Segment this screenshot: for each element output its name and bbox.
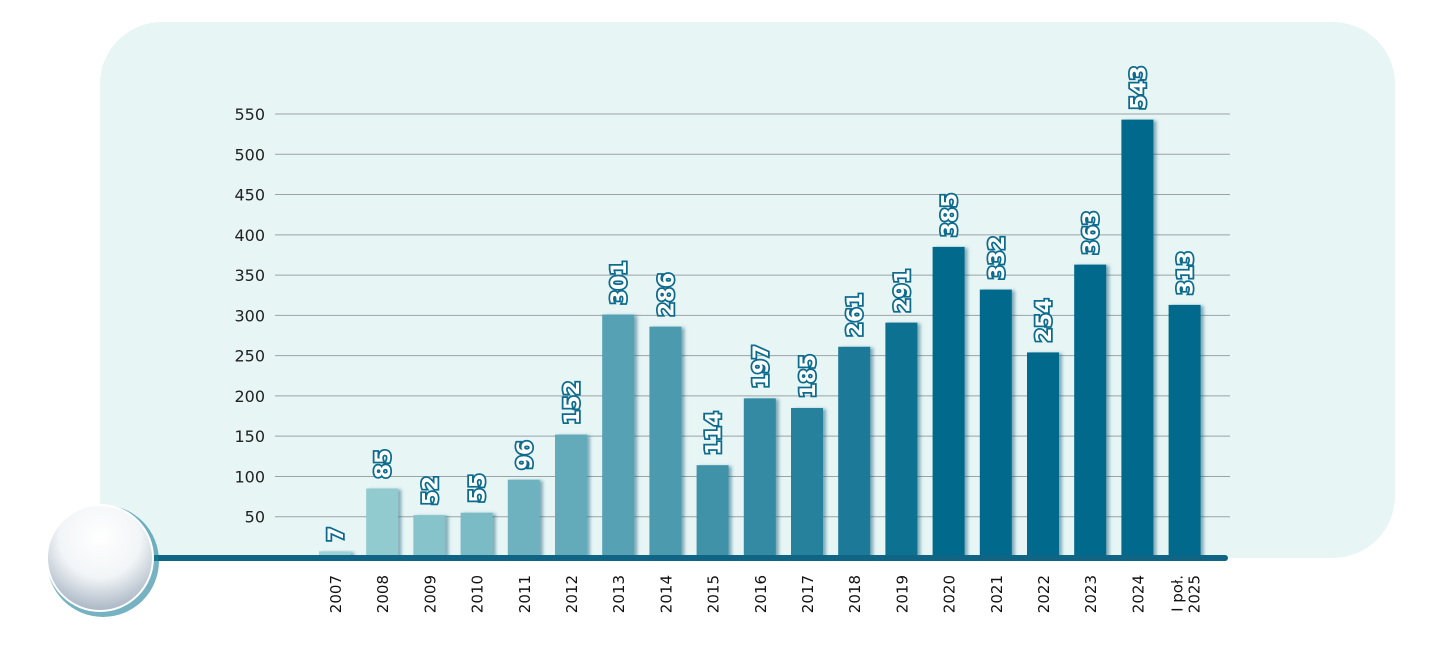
y-tick-label: 50 [245,508,265,527]
y-tick-label: 100 [234,467,265,486]
y-tick-label: 350 [234,266,265,285]
data-label: 286 [654,273,678,317]
x-tick-label: 2010 [469,575,487,613]
bar [1168,304,1201,557]
x-tick-label: 2024 [1129,575,1147,613]
data-label: 197 [749,344,773,388]
x-tick-label: 2021 [988,575,1006,613]
bar [1121,119,1154,557]
x-tick-label: 2018 [846,575,864,613]
data-label: 52 [418,476,442,505]
x-tick-label: 2022 [1035,575,1053,613]
data-label: 185 [796,354,820,398]
bar [979,289,1012,557]
x-tick-label: I poł. [1169,575,1187,612]
data-label: 363 [1079,211,1103,255]
bar [366,488,399,557]
x-tick-label: 2009 [421,575,439,613]
data-label: 254 [1032,299,1056,343]
bar [791,407,823,557]
bar [696,465,729,557]
data-label: 301 [607,261,631,305]
bar [602,314,635,557]
y-tick-label: 550 [234,105,265,124]
bar [413,515,446,557]
data-label: 96 [513,440,537,469]
y-tick-label: 400 [234,226,265,245]
x-tick-label: 2025 [1186,575,1204,613]
x-axis-line [150,555,1228,561]
data-label: 85 [371,449,395,478]
bar [838,346,871,557]
x-tick-label: 2013 [610,575,628,613]
bar [649,326,682,557]
bar [932,246,965,557]
data-label: 152 [560,381,584,425]
data-label: 7 [324,527,348,542]
data-label: 332 [985,236,1009,280]
data-label: 291 [890,269,914,313]
data-label: 385 [938,193,962,237]
bar [507,479,540,557]
x-tick-label: 2020 [941,575,959,613]
x-tick-label: 2008 [374,575,392,613]
data-label: 114 [702,411,726,455]
chart-panel [100,22,1395,558]
bar [460,512,493,557]
bar [1074,264,1107,557]
data-label: 55 [466,473,490,502]
x-tick-label: 2015 [705,575,723,613]
x-tick-label: 2023 [1082,575,1100,613]
y-tick-label: 500 [234,145,265,164]
x-tick-label: 2017 [799,575,817,613]
data-label: 261 [843,293,867,337]
y-tick-label: 150 [234,427,265,446]
y-tick-label: 250 [234,347,265,366]
x-tick-label: 2007 [327,575,345,613]
data-label: 313 [1174,251,1198,295]
bar [319,551,351,557]
x-tick-label: 2011 [516,575,534,613]
x-tick-label: 2016 [752,575,770,613]
x-tick-label: 2014 [657,575,675,613]
bar [555,434,587,557]
bar [743,398,776,557]
y-tick-label: 200 [234,387,265,406]
bar [1027,352,1059,557]
y-tick-label: 300 [234,306,265,325]
y-tick-label: 450 [234,186,265,205]
data-label: 543 [1126,66,1150,110]
bar [885,322,918,557]
x-tick-label: 2019 [893,575,911,613]
axis-ornament-circle [46,504,159,617]
x-tick-label: 2012 [563,575,581,613]
